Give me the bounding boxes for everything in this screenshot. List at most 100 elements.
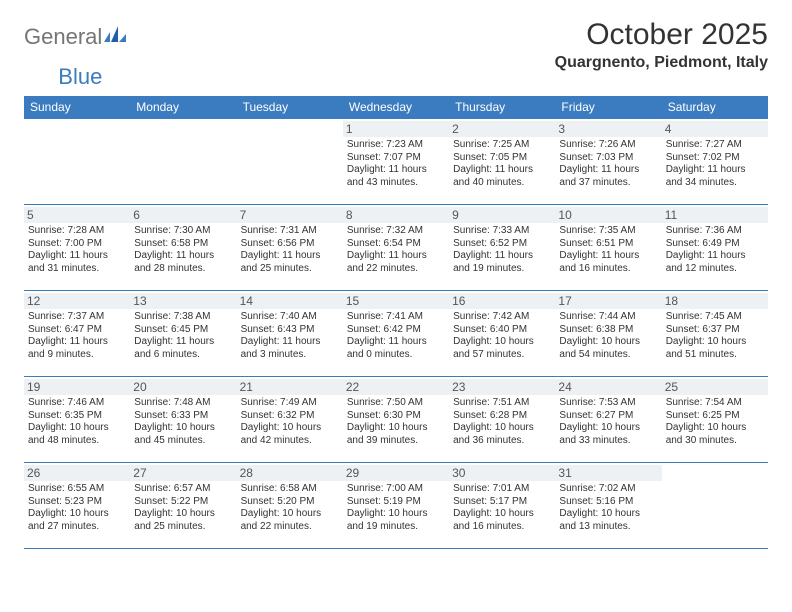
sunset: Sunset: 5:16 PM bbox=[559, 496, 657, 509]
day-info: Sunrise: 7:01 AMSunset: 5:17 PMDaylight:… bbox=[453, 483, 551, 533]
day-cell: 4Sunrise: 7:27 AMSunset: 7:02 PMDaylight… bbox=[662, 119, 768, 205]
week-row: 26Sunrise: 6:55 AMSunset: 5:23 PMDayligh… bbox=[24, 463, 768, 549]
day-info: Sunrise: 6:57 AMSunset: 5:22 PMDaylight:… bbox=[134, 483, 232, 533]
daylight: Daylight: 10 hours and 45 minutes. bbox=[134, 422, 232, 447]
sunset: Sunset: 6:49 PM bbox=[666, 238, 764, 251]
day-info: Sunrise: 7:36 AMSunset: 6:49 PMDaylight:… bbox=[666, 225, 764, 275]
sunrise: Sunrise: 7:25 AM bbox=[453, 139, 551, 152]
dayhead-tue: Tuesday bbox=[237, 96, 343, 119]
sunset: Sunset: 6:45 PM bbox=[134, 324, 232, 337]
daylight: Daylight: 11 hours and 3 minutes. bbox=[241, 336, 339, 361]
daylight: Daylight: 11 hours and 16 minutes. bbox=[559, 250, 657, 275]
daylight: Daylight: 10 hours and 19 minutes. bbox=[347, 508, 445, 533]
day-number: 18 bbox=[662, 293, 768, 309]
daylight: Daylight: 10 hours and 36 minutes. bbox=[453, 422, 551, 447]
month-title: October 2025 bbox=[555, 18, 768, 52]
day-number: 23 bbox=[449, 379, 555, 395]
dayhead-thu: Thursday bbox=[449, 96, 555, 119]
sunset: Sunset: 6:37 PM bbox=[666, 324, 764, 337]
day-number: 1 bbox=[343, 121, 449, 137]
sunrise: Sunrise: 7:40 AM bbox=[241, 311, 339, 324]
day-number: 10 bbox=[555, 207, 661, 223]
day-cell: 1 Sunrise: 7:23 AMSunset: 7:07 PMDaylight… bbox=[343, 119, 449, 205]
day-info: Sunrise: 7:35 AMSunset: 6:51 PMDaylight:… bbox=[559, 225, 657, 275]
sunset: Sunset: 5:20 PM bbox=[241, 496, 339, 509]
day-number: 16 bbox=[449, 293, 555, 309]
day-cell: . bbox=[130, 119, 236, 205]
sunrise: Sunrise: 7:42 AM bbox=[453, 311, 551, 324]
dayhead-sat: Saturday bbox=[662, 96, 768, 119]
day-number: 5 bbox=[24, 207, 130, 223]
day-info: Sunrise: 7:27 AMSunset: 7:02 PMDaylight:… bbox=[666, 139, 764, 189]
sunset: Sunset: 6:58 PM bbox=[134, 238, 232, 251]
day-info: Sunrise: 7:28 AMSunset: 7:00 PMDaylight:… bbox=[28, 225, 126, 275]
sunrise: Sunrise: 7:46 AM bbox=[28, 397, 126, 410]
sunrise: Sunrise: 7:36 AM bbox=[666, 225, 764, 238]
daylight: Daylight: 11 hours and 19 minutes. bbox=[453, 250, 551, 275]
sunset: Sunset: 6:32 PM bbox=[241, 410, 339, 423]
day-info: Sunrise: 7:26 AMSunset: 7:03 PMDaylight:… bbox=[559, 139, 657, 189]
day-number: 21 bbox=[237, 379, 343, 395]
day-cell: 2Sunrise: 7:25 AMSunset: 7:05 PMDaylight… bbox=[449, 119, 555, 205]
day-cell: 25Sunrise: 7:54 AMSunset: 6:25 PMDayligh… bbox=[662, 377, 768, 463]
sunset: Sunset: 7:07 PM bbox=[347, 152, 445, 165]
sunset: Sunset: 6:40 PM bbox=[453, 324, 551, 337]
day-header-row: Sunday Monday Tuesday Wednesday Thursday… bbox=[24, 96, 768, 119]
day-number: 13 bbox=[130, 293, 236, 309]
day-cell: 29Sunrise: 7:00 AMSunset: 5:19 PMDayligh… bbox=[343, 463, 449, 549]
day-cell: 24Sunrise: 7:53 AMSunset: 6:27 PMDayligh… bbox=[555, 377, 661, 463]
day-cell: 8Sunrise: 7:32 AMSunset: 6:54 PMDaylight… bbox=[343, 205, 449, 291]
sunrise: Sunrise: 7:54 AM bbox=[666, 397, 764, 410]
logo-chart-icon bbox=[104, 24, 126, 42]
sunset: Sunset: 6:47 PM bbox=[28, 324, 126, 337]
day-info: Sunrise: 7:41 AMSunset: 6:42 PMDaylight:… bbox=[347, 311, 445, 361]
day-info: Sunrise: 7:42 AMSunset: 6:40 PMDaylight:… bbox=[453, 311, 551, 361]
daylight: Daylight: 11 hours and 40 minutes. bbox=[453, 164, 551, 189]
sunrise: Sunrise: 7:44 AM bbox=[559, 311, 657, 324]
day-cell: 12 Sunrise: 7:37 AMSunset: 6:47 PMDayligh… bbox=[24, 291, 130, 377]
day-info: Sunrise: 7:51 AMSunset: 6:28 PMDaylight:… bbox=[453, 397, 551, 447]
sunset: Sunset: 6:51 PM bbox=[559, 238, 657, 251]
day-number: 6 bbox=[130, 207, 236, 223]
day-info: Sunrise: 7:23 AMSunset: 7:07 PMDaylight:… bbox=[347, 139, 445, 189]
sunset: Sunset: 7:02 PM bbox=[666, 152, 764, 165]
sunset: Sunset: 5:22 PM bbox=[134, 496, 232, 509]
day-cell: 22Sunrise: 7:50 AMSunset: 6:30 PMDayligh… bbox=[343, 377, 449, 463]
dayhead-sun: Sunday bbox=[24, 96, 130, 119]
day-cell: 13 Sunrise: 7:38 AMSunset: 6:45 PMDayligh… bbox=[130, 291, 236, 377]
sunrise: Sunrise: 7:26 AM bbox=[559, 139, 657, 152]
day-cell: 3Sunrise: 7:26 AMSunset: 7:03 PMDaylight… bbox=[555, 119, 661, 205]
day-info: Sunrise: 7:38 AMSunset: 6:45 PMDaylight:… bbox=[134, 311, 232, 361]
day-info: Sunrise: 7:25 AMSunset: 7:05 PMDaylight:… bbox=[453, 139, 551, 189]
day-cell: 7Sunrise: 7:31 AMSunset: 6:56 PMDaylight… bbox=[237, 205, 343, 291]
day-number: 28 bbox=[237, 465, 343, 481]
day-cell: . bbox=[24, 119, 130, 205]
sunset: Sunset: 5:19 PM bbox=[347, 496, 445, 509]
day-number: 15 bbox=[343, 293, 449, 309]
day-info: Sunrise: 7:45 AMSunset: 6:37 PMDaylight:… bbox=[666, 311, 764, 361]
sunset: Sunset: 7:05 PM bbox=[453, 152, 551, 165]
sunrise: Sunrise: 7:41 AM bbox=[347, 311, 445, 324]
sunset: Sunset: 6:30 PM bbox=[347, 410, 445, 423]
sunrise: Sunrise: 7:27 AM bbox=[666, 139, 764, 152]
day-cell: 15 Sunrise: 7:41 AMSunset: 6:42 PMDayligh… bbox=[343, 291, 449, 377]
day-number: 12 bbox=[24, 293, 130, 309]
day-number: 8 bbox=[343, 207, 449, 223]
week-row: 5 Sunrise: 7:28 AMSunset: 7:00 PMDaylight… bbox=[24, 205, 768, 291]
day-info: Sunrise: 6:58 AMSunset: 5:20 PMDaylight:… bbox=[241, 483, 339, 533]
day-cell: . bbox=[237, 119, 343, 205]
day-number: 19 bbox=[24, 379, 130, 395]
daylight: Daylight: 11 hours and 25 minutes. bbox=[241, 250, 339, 275]
sunrise: Sunrise: 7:50 AM bbox=[347, 397, 445, 410]
day-cell: 5 Sunrise: 7:28 AMSunset: 7:00 PMDaylight… bbox=[24, 205, 130, 291]
sunrise: Sunrise: 7:28 AM bbox=[28, 225, 126, 238]
day-info: Sunrise: 7:33 AMSunset: 6:52 PMDaylight:… bbox=[453, 225, 551, 275]
day-number: 7 bbox=[237, 207, 343, 223]
day-cell: 9Sunrise: 7:33 AMSunset: 6:52 PMDaylight… bbox=[449, 205, 555, 291]
dayhead-fri: Friday bbox=[555, 96, 661, 119]
week-row: 19Sunrise: 7:46 AMSunset: 6:35 PMDayligh… bbox=[24, 377, 768, 463]
day-info: Sunrise: 7:30 AMSunset: 6:58 PMDaylight:… bbox=[134, 225, 232, 275]
day-info: Sunrise: 7:37 AMSunset: 6:47 PMDaylight:… bbox=[28, 311, 126, 361]
sunset: Sunset: 6:33 PM bbox=[134, 410, 232, 423]
week-row: 12 Sunrise: 7:37 AMSunset: 6:47 PMDayligh… bbox=[24, 291, 768, 377]
